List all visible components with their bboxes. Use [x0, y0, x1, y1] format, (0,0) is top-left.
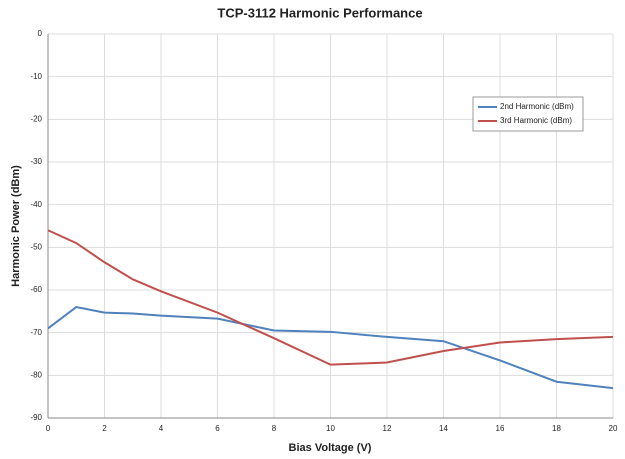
y-tick-label: -60 — [30, 285, 42, 294]
x-tick-label: 20 — [609, 424, 618, 433]
x-tick-label: 10 — [326, 424, 335, 433]
x-axis-label: Bias Voltage (V) — [289, 442, 372, 454]
y-tick-label: -30 — [30, 157, 42, 166]
y-tick-label: -20 — [30, 114, 42, 123]
y-tick-label: -50 — [30, 242, 42, 251]
series-line — [47, 229, 614, 366]
y-axis-label: Harmonic Power (dBm) — [10, 165, 22, 287]
x-tick-label: 4 — [159, 424, 164, 433]
x-tick-label: 0 — [46, 424, 51, 433]
chart-title: TCP-3112 Harmonic Performance — [217, 5, 422, 20]
x-tick-label: 18 — [552, 424, 561, 433]
x-tick-label: 16 — [496, 424, 505, 433]
y-tick-label: -40 — [30, 200, 42, 209]
y-tick-label: -90 — [30, 413, 42, 422]
y-tick-label: -70 — [30, 328, 42, 337]
x-tick-label: 12 — [383, 424, 392, 433]
x-tick-label: 6 — [215, 424, 220, 433]
y-tick-label: 0 — [38, 29, 43, 38]
x-tick-label: 14 — [439, 424, 448, 433]
x-tick-label: 2 — [102, 424, 107, 433]
series-line — [47, 305, 614, 390]
x-tick-label: 8 — [272, 424, 277, 433]
legend-box — [472, 96, 584, 132]
y-tick-label: -10 — [30, 72, 42, 81]
legend-label: 3rd Harmonic (dBm) — [500, 116, 572, 125]
legend-label: 2nd Harmonic (dBm) — [500, 102, 574, 111]
y-tick-label: -80 — [30, 370, 42, 379]
